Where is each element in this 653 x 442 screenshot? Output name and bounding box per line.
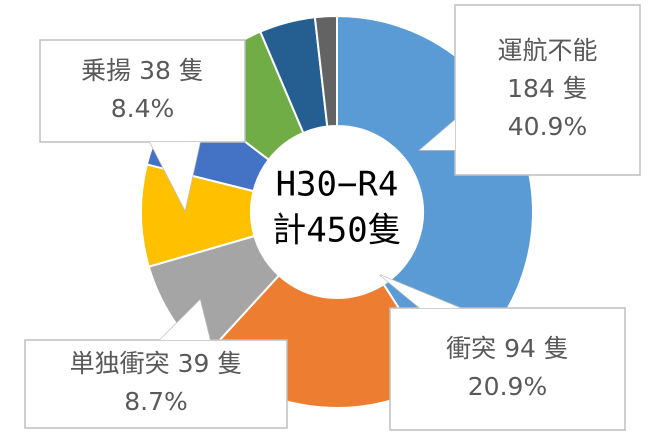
callout-pointer-cover: [150, 142, 200, 210]
category-count-label: 単独衝突 39 隻: [70, 349, 243, 378]
value-label: 20.9%: [468, 372, 547, 401]
center-label: H30−R4: [276, 165, 399, 205]
callout-box: [39, 39, 246, 143]
category-label: 単独衝突: [70, 349, 170, 378]
count-label: 39 隻: [178, 349, 243, 378]
center-label: 計450隻: [272, 211, 401, 251]
labels: 運航不能 184 隻 40.9% 衝突 94 隻 20.9% 単独衝突 39 隻 8.7% 乗揚 3…: [24, 4, 641, 431]
value-label: 8.7%: [124, 387, 188, 416]
callout-pointer-cover: [160, 300, 210, 340]
category-label: 運航不能: [497, 36, 597, 65]
count-label: 94 隻: [504, 334, 569, 363]
callout-pointer-cover: [380, 275, 460, 308]
callout-box: [454, 4, 641, 176]
donut-hole: [251, 126, 423, 298]
callout-pointer-cover: [420, 120, 455, 150]
category-label: 衝突: [446, 334, 496, 363]
callout-box: [389, 307, 626, 431]
callout-box: [24, 339, 288, 429]
category-count-label: 衝突 94 隻: [446, 334, 569, 363]
value-label: 8.4%: [111, 94, 175, 123]
count-label: 184 隻: [507, 74, 588, 103]
category-count-label: 乗揚 38 隻: [81, 56, 204, 85]
value-label: 40.9%: [508, 112, 587, 141]
count-label: 38 隻: [139, 56, 204, 85]
category-label: 乗揚: [81, 56, 131, 85]
